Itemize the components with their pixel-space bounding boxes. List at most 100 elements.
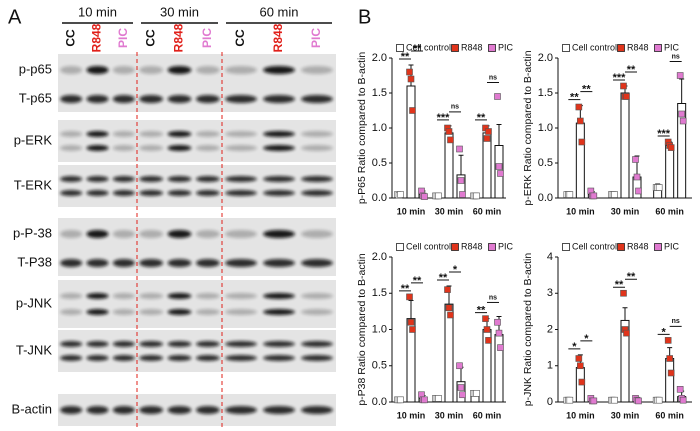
band bbox=[60, 95, 83, 103]
band bbox=[60, 230, 83, 238]
band bbox=[112, 145, 135, 151]
legend-swatch bbox=[488, 44, 496, 52]
data-point bbox=[447, 136, 454, 144]
data-point bbox=[435, 192, 442, 200]
data-point bbox=[590, 397, 598, 405]
band bbox=[86, 341, 109, 347]
x-tick-label: 30 min bbox=[435, 206, 464, 216]
x-tick-label: 60 min bbox=[473, 206, 502, 216]
significance-label: ns bbox=[672, 53, 680, 60]
data-point bbox=[456, 145, 463, 153]
band bbox=[60, 66, 83, 74]
significance-label: ** bbox=[627, 271, 636, 283]
data-point bbox=[577, 362, 584, 370]
legend-swatch bbox=[654, 44, 662, 52]
data-point bbox=[456, 362, 463, 370]
x-tick-label: 10 min bbox=[566, 206, 595, 216]
legend-label: Cell control bbox=[406, 241, 451, 251]
data-point bbox=[632, 156, 639, 163]
row-label: B-actin bbox=[12, 401, 52, 416]
legend-swatch bbox=[617, 243, 625, 251]
significance-label: ** bbox=[477, 112, 486, 124]
y-tick-label: 1.5 bbox=[372, 287, 387, 299]
data-point bbox=[495, 329, 503, 337]
band bbox=[112, 95, 135, 103]
data-point bbox=[575, 103, 583, 111]
band bbox=[263, 341, 295, 347]
band bbox=[301, 145, 333, 151]
bar bbox=[665, 358, 675, 403]
y-tick-label: 1.5 bbox=[538, 87, 553, 99]
data-point bbox=[435, 395, 442, 402]
bar bbox=[444, 303, 454, 403]
band bbox=[139, 176, 164, 182]
significance-label: ** bbox=[413, 275, 422, 287]
y-tick-label: 2.0 bbox=[538, 52, 553, 64]
band bbox=[263, 230, 295, 238]
y-axis-label: p-ERK Ratio compared to B-actin bbox=[522, 50, 534, 205]
time-label: 60 min bbox=[259, 4, 298, 19]
band bbox=[263, 145, 295, 151]
bar bbox=[677, 103, 687, 199]
error-bar bbox=[408, 64, 414, 86]
error-bar bbox=[622, 307, 628, 321]
band bbox=[86, 131, 109, 137]
data-point bbox=[655, 184, 663, 191]
legend-label: PIC bbox=[664, 42, 680, 52]
data-point bbox=[611, 396, 618, 404]
data-point bbox=[655, 396, 663, 404]
data-point bbox=[611, 191, 618, 198]
band bbox=[301, 95, 333, 103]
band bbox=[263, 190, 295, 196]
bar bbox=[575, 122, 585, 199]
data-point bbox=[485, 128, 492, 135]
data-point bbox=[635, 397, 642, 405]
band bbox=[167, 190, 192, 196]
band bbox=[112, 176, 135, 182]
band bbox=[139, 66, 164, 74]
data-point bbox=[679, 396, 687, 404]
band bbox=[60, 190, 83, 196]
data-point bbox=[483, 326, 491, 333]
data-point bbox=[590, 192, 598, 200]
band bbox=[112, 190, 135, 196]
data-point bbox=[623, 93, 630, 100]
band bbox=[60, 131, 83, 137]
y-tick-label: 1.0 bbox=[372, 323, 387, 335]
band bbox=[60, 176, 83, 182]
legend-label: Cell control bbox=[572, 241, 617, 251]
legend-label: R848 bbox=[461, 42, 483, 52]
band bbox=[112, 341, 135, 347]
significance-label: ns bbox=[672, 318, 680, 325]
band bbox=[139, 309, 164, 315]
time-label: 10 min bbox=[78, 4, 117, 19]
x-tick-label: 10 min bbox=[397, 410, 426, 420]
x-tick-label: 60 min bbox=[473, 410, 502, 420]
band bbox=[225, 145, 257, 151]
band bbox=[301, 259, 333, 267]
band bbox=[167, 293, 192, 299]
x-tick-label: 60 min bbox=[655, 410, 684, 420]
data-point bbox=[407, 75, 415, 83]
band bbox=[195, 66, 220, 74]
band bbox=[112, 355, 135, 361]
data-point bbox=[397, 396, 404, 404]
band bbox=[112, 293, 135, 299]
legend-label: PIC bbox=[664, 241, 680, 251]
row-label: T-JNK bbox=[16, 342, 52, 357]
band bbox=[86, 190, 109, 196]
data-point bbox=[577, 117, 584, 125]
band bbox=[195, 176, 220, 182]
lane-label: PIC bbox=[200, 28, 214, 48]
data-point bbox=[678, 110, 685, 118]
band bbox=[167, 176, 192, 182]
data-point bbox=[407, 318, 415, 326]
data-point bbox=[497, 170, 504, 177]
lane-label: PIC bbox=[116, 28, 130, 48]
band bbox=[167, 341, 192, 347]
band bbox=[225, 355, 257, 361]
band bbox=[60, 293, 83, 299]
significance-label: *** bbox=[657, 128, 671, 140]
y-tick-label: 4 bbox=[547, 251, 553, 263]
band bbox=[195, 309, 220, 315]
